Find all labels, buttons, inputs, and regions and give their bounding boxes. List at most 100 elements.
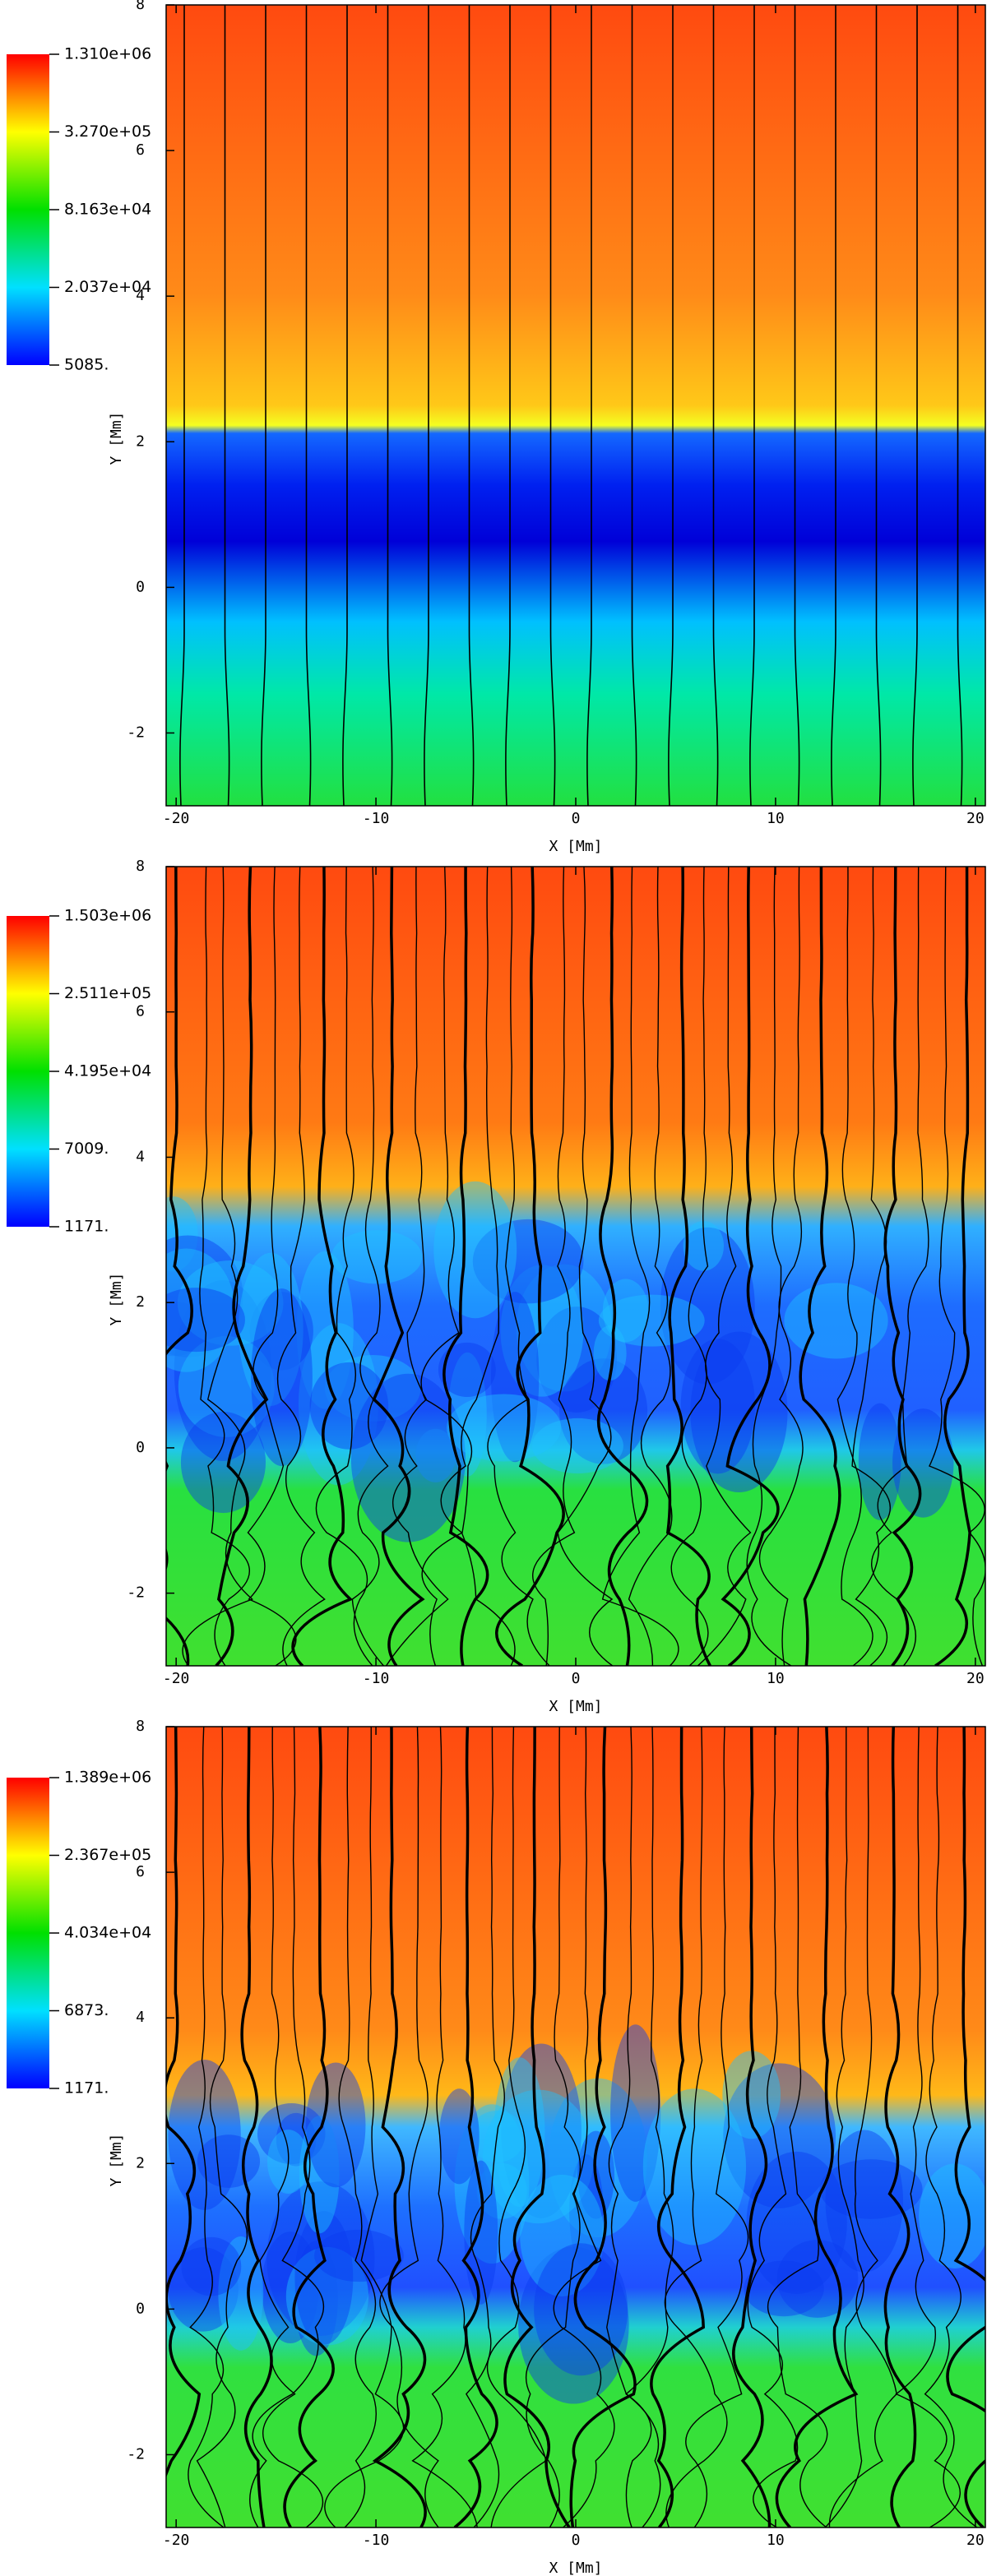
field-line — [372, 1727, 427, 2527]
colorbar-tick-label: 6873. — [64, 2001, 109, 2019]
cool-patch — [518, 2246, 629, 2404]
cool-patch — [249, 1292, 313, 1371]
field-line — [549, 5, 556, 806]
cool-patch — [501, 2043, 582, 2218]
colorbar-tick-label: 1171. — [64, 1218, 109, 1236]
cool-patch — [610, 2024, 661, 2202]
y-tick-label: -2 — [127, 724, 145, 741]
cool-patch — [166, 1288, 245, 1353]
x-tick-label: 10 — [767, 2532, 785, 2549]
cool-patch — [491, 1292, 540, 1463]
cool-patch — [559, 1358, 648, 1464]
field-line — [495, 867, 565, 1666]
field-line — [486, 1727, 547, 2527]
colorbar-tick-label: 1.389e+06 — [64, 1769, 151, 1787]
cool-patch — [494, 2057, 545, 2208]
y-tick-label: 8 — [136, 858, 145, 875]
cool-patch — [218, 2236, 264, 2351]
y-tick-label: 0 — [136, 2300, 145, 2317]
cool-patch — [919, 2163, 985, 2268]
cool-patch — [825, 2130, 904, 2273]
cool-patch — [266, 2181, 375, 2337]
field-line — [912, 5, 918, 806]
field-line — [934, 867, 971, 1666]
x-tick-label: -10 — [363, 2532, 390, 2549]
y-tick-label: 0 — [136, 1439, 145, 1456]
cool-patch — [314, 2229, 404, 2282]
field — [166, 1727, 985, 2527]
cool-patch — [472, 1219, 584, 1304]
x-axis-label: X [Mm] — [549, 2560, 602, 2576]
field-background — [166, 5, 985, 806]
field-line — [224, 5, 230, 806]
field-line — [247, 867, 297, 1666]
field-line — [799, 867, 841, 1666]
colorbar-tick-label: 1.503e+06 — [64, 907, 151, 925]
cool-patch — [298, 1323, 378, 1486]
field-line — [924, 1727, 978, 2527]
y-tick-label: 2 — [136, 2154, 145, 2171]
x-tick-label: -20 — [163, 810, 190, 827]
colorbar: 1.389e+06 2.367e+05 4.034e+04 6873. 1171. — [7, 1769, 151, 2097]
cool-patch — [294, 2241, 338, 2356]
field-line — [596, 867, 649, 1666]
cool-patch — [534, 2243, 628, 2376]
field-line — [775, 1727, 859, 2527]
cool-patch — [174, 1280, 272, 1461]
field-line — [668, 5, 674, 806]
field-line — [758, 867, 804, 1666]
colorbar-tick-label: 4.034e+04 — [64, 1923, 151, 1941]
x-tick-label: 0 — [572, 2532, 581, 2549]
cool-patch — [415, 1428, 456, 1482]
y-tick-label: 2 — [136, 1293, 145, 1311]
field-line — [166, 1727, 202, 2478]
field — [166, 867, 985, 1666]
field-line — [199, 867, 251, 1666]
x-tick-label: 0 — [572, 810, 581, 827]
field-line — [601, 867, 679, 1666]
y-tick-label: 4 — [136, 1148, 145, 1165]
cool-patch — [324, 1355, 421, 1422]
x-tick-label: -10 — [363, 1670, 390, 1687]
cool-patch — [181, 2236, 242, 2296]
colorbar-bar — [7, 916, 49, 1227]
field-line — [767, 1727, 828, 2527]
x-tick-label: 10 — [767, 1670, 785, 1687]
cool-patch — [294, 2211, 354, 2345]
field-line — [420, 867, 473, 1666]
field-line — [215, 867, 269, 1666]
field-line — [586, 5, 592, 806]
cool-patch — [166, 1235, 243, 1357]
x-tick-label: 20 — [966, 810, 985, 827]
field-line — [836, 867, 873, 1666]
field-line — [557, 867, 614, 1666]
field-line — [411, 1727, 478, 2527]
cool-patch — [296, 1251, 354, 1409]
cool-patch — [690, 1331, 788, 1493]
y-tick-label: 4 — [136, 2009, 145, 2026]
cool-patch — [239, 1252, 304, 1406]
x-tick-label: 20 — [966, 1670, 985, 1687]
field-line — [182, 867, 254, 1666]
field-line — [249, 1727, 324, 2527]
x-tick-label: 10 — [767, 810, 785, 827]
colorbar-tick-label: 8.163e+04 — [64, 200, 151, 218]
colorbar-tick-label: 3.270e+05 — [64, 123, 151, 141]
x-tick-label: -10 — [363, 810, 390, 827]
cool-patch — [178, 1336, 275, 1437]
field-line — [385, 867, 449, 1666]
cool-patch — [500, 1265, 584, 1397]
y-tick-label: 2 — [136, 432, 145, 450]
y-tick-label: 6 — [136, 1863, 145, 1880]
field-line — [650, 1727, 705, 2527]
cool-patch — [858, 1403, 901, 1520]
cool-patch — [433, 1181, 517, 1319]
y-tick-label: -2 — [127, 1584, 145, 1602]
field-line — [851, 867, 891, 1666]
cool-patch — [744, 2260, 824, 2317]
field-line — [342, 5, 348, 806]
field — [166, 5, 985, 806]
